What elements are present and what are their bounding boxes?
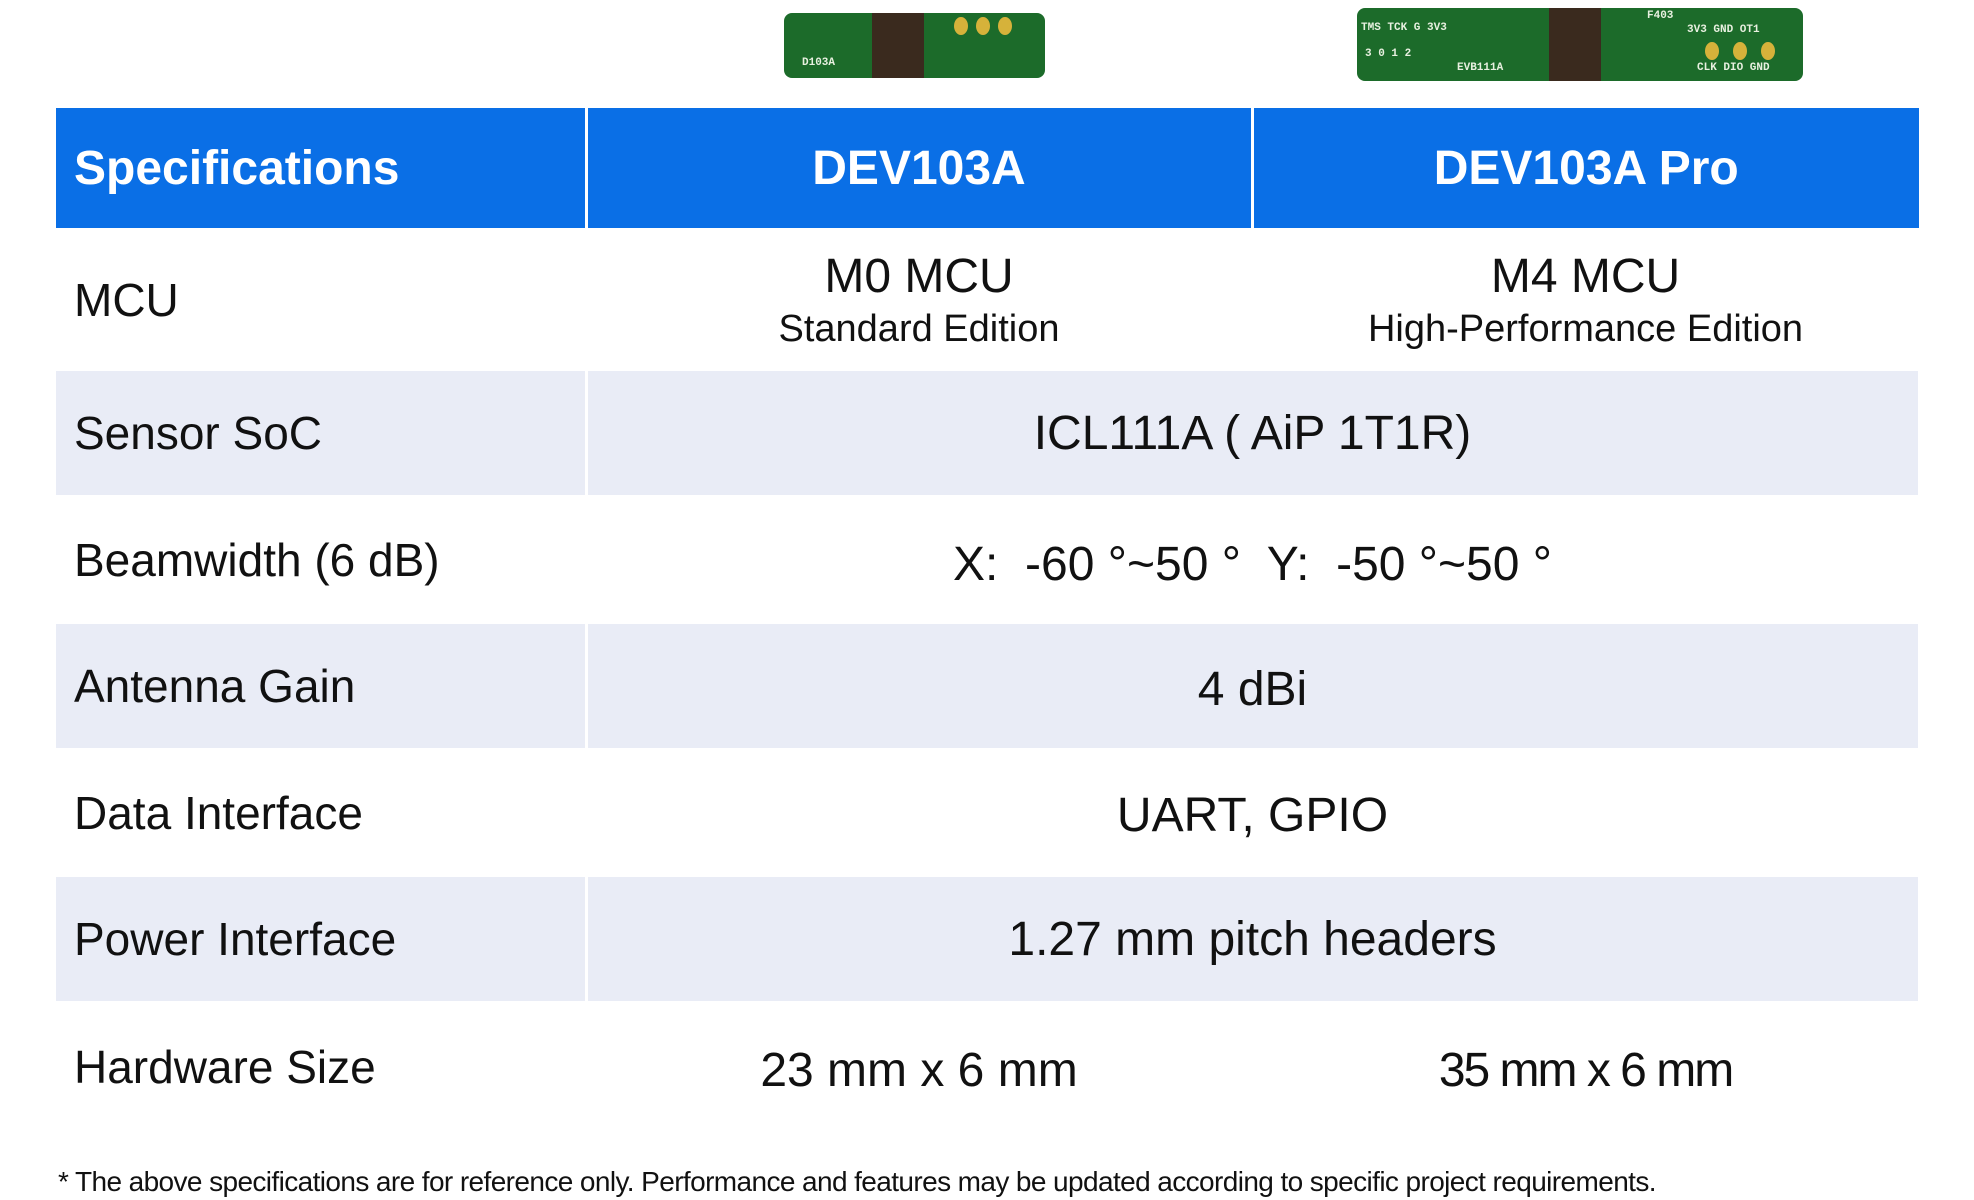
cell-dev103a: M0 MCU Standard Edition <box>586 228 1254 371</box>
row-antenna-gain: Antenna Gain 4 dBi <box>56 624 1921 748</box>
spec-table: Specifications DEV103A DEV103A Pro MCU M… <box>56 108 1921 1132</box>
cell-shared: 4 dBi <box>586 624 1921 748</box>
cell-value: M4 MCU <box>1490 249 1681 303</box>
cell-shared: UART, GPIO <box>586 748 1921 877</box>
row-label: Beamwidth (6 dB) <box>56 495 588 624</box>
row-label: Antenna Gain <box>56 624 588 748</box>
row-data-interface: Data Interface UART, GPIO <box>56 748 1921 877</box>
cell-shared: 1.27 mm pitch headers <box>586 877 1921 1001</box>
cell-dev103a-pro: 35 mm x 6 mm <box>1252 1001 1921 1132</box>
row-label: Sensor SoC <box>56 371 588 495</box>
row-label: MCU <box>56 228 588 371</box>
cell-shared: ICL111A ( AiP 1T1R) <box>586 371 1921 495</box>
row-label: Power Interface <box>56 877 588 1001</box>
row-sensor-soc: Sensor SoC ICL111A ( AiP 1T1R) <box>56 371 1921 495</box>
cell-value: M0 MCU <box>824 249 1014 303</box>
cell-dev103a-pro: M4 MCU High-Performance Edition <box>1252 228 1921 371</box>
cell-shared: X: -60 °~50 ° Y: -50 °~50 ° <box>586 495 1921 624</box>
dev103a-board-image: D103A <box>784 13 1045 78</box>
row-mcu: MCU M0 MCU Standard Edition M4 MCU High-Pe… <box>56 228 1921 371</box>
header-dev103a-pro: DEV103A Pro <box>1252 108 1919 228</box>
cell-dev103a: 23 mm x 6 mm <box>586 1001 1254 1132</box>
row-beamwidth: Beamwidth (6 dB) X: -60 °~50 ° Y: -50 °~… <box>56 495 1921 624</box>
dev103a-pro-board-image: TMS TCK G 3V3 3 0 1 2 EVB111A F403 3V3 G… <box>1357 8 1803 81</box>
row-power-interface: Power Interface 1.27 mm pitch headers <box>56 877 1921 1001</box>
header-row: Specifications DEV103A DEV103A Pro <box>56 108 1919 228</box>
row-label: Data Interface <box>56 748 588 877</box>
cell-subtext: High-Performance Edition <box>1367 307 1804 350</box>
header-dev103a: DEV103A <box>586 108 1254 228</box>
row-label: Hardware Size <box>56 1001 588 1132</box>
row-hardware-size: Hardware Size 23 mm x 6 mm 35 mm x 6 mm <box>56 1001 1921 1132</box>
cell-subtext: Standard Edition <box>778 307 1060 350</box>
header-specifications: Specifications <box>56 108 588 228</box>
footnote: * The above specifications are for refer… <box>58 1166 1657 1197</box>
